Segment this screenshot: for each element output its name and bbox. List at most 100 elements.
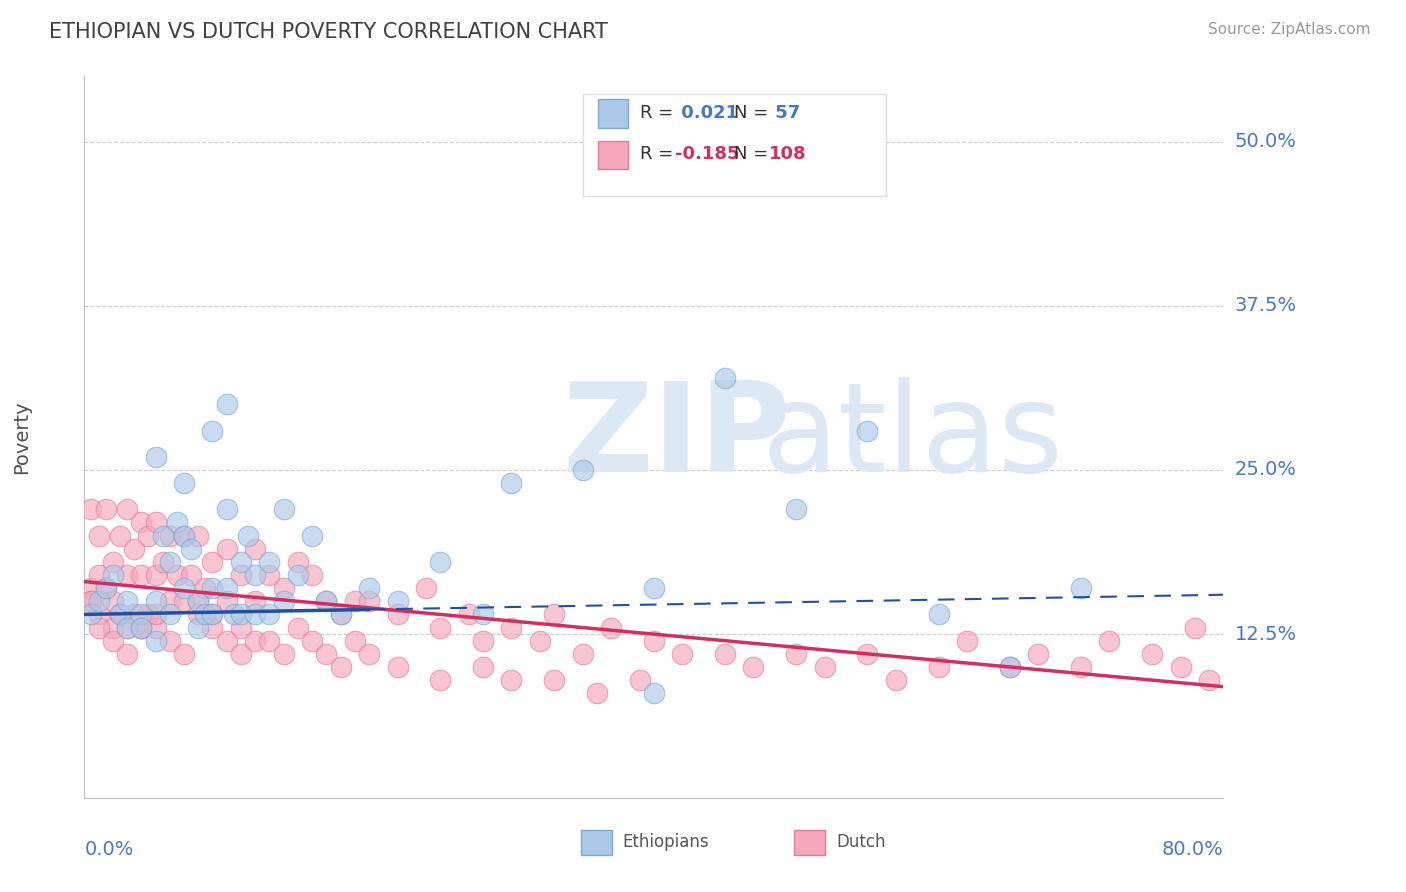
Point [215, 581, 238, 595]
Text: 108: 108 [769, 145, 807, 163]
Point [359, 581, 381, 595]
Text: 37.5%: 37.5% [1234, 296, 1296, 315]
Point [201, 607, 224, 622]
Point [259, 555, 281, 569]
Point [387, 607, 409, 622]
Point [245, 607, 267, 622]
Point [1026, 647, 1049, 661]
Text: R =: R = [640, 145, 673, 163]
Point [215, 502, 238, 516]
Text: Dutch: Dutch [837, 833, 886, 851]
Text: 25.0%: 25.0% [1234, 460, 1296, 479]
Point [273, 594, 295, 608]
Point [785, 647, 807, 661]
Point [928, 607, 950, 622]
Point [543, 607, 565, 622]
Point [187, 594, 209, 608]
Text: ETHIOPIAN VS DUTCH POVERTY CORRELATION CHART: ETHIOPIAN VS DUTCH POVERTY CORRELATION C… [49, 22, 607, 42]
Point [187, 607, 209, 622]
Point [115, 647, 138, 661]
Point [742, 660, 765, 674]
Point [1070, 660, 1092, 674]
Point [187, 528, 209, 542]
Point [1098, 633, 1121, 648]
Point [415, 581, 437, 595]
Point [301, 633, 323, 648]
Point [108, 528, 131, 542]
Point [131, 621, 153, 635]
Point [115, 594, 138, 608]
Point [259, 607, 281, 622]
Point [94, 502, 117, 516]
Point [80, 581, 103, 595]
Point [301, 528, 323, 542]
Point [273, 581, 295, 595]
Point [173, 476, 195, 491]
Point [259, 633, 281, 648]
Point [166, 568, 188, 582]
Point [145, 607, 167, 622]
Point [643, 686, 665, 700]
Point [87, 528, 110, 542]
Point [472, 633, 495, 648]
Point [80, 594, 103, 608]
Point [1170, 660, 1192, 674]
Point [315, 594, 337, 608]
Point [145, 516, 167, 530]
Point [998, 660, 1021, 674]
Point [215, 541, 238, 556]
Text: Ethiopians: Ethiopians [623, 833, 710, 851]
Point [94, 581, 117, 595]
Point [1140, 647, 1163, 661]
Point [343, 594, 366, 608]
Point [501, 621, 523, 635]
Point [173, 528, 195, 542]
Point [236, 528, 259, 542]
Point [152, 555, 174, 569]
Point [586, 686, 609, 700]
Point [956, 633, 979, 648]
Point [138, 528, 160, 542]
Point [429, 555, 451, 569]
Point [87, 594, 110, 608]
Text: ZIP: ZIP [562, 376, 792, 498]
Point [1198, 673, 1220, 687]
Point [229, 555, 252, 569]
Point [138, 607, 160, 622]
Point [501, 476, 523, 491]
Point [166, 516, 188, 530]
Point [343, 633, 366, 648]
Point [329, 607, 352, 622]
Point [145, 633, 167, 648]
Point [229, 568, 252, 582]
Point [245, 594, 267, 608]
Point [115, 568, 138, 582]
Point [315, 647, 337, 661]
Point [122, 541, 145, 556]
Point [131, 621, 153, 635]
Point [928, 660, 950, 674]
Point [643, 633, 665, 648]
Point [87, 568, 110, 582]
Point [180, 568, 202, 582]
Point [173, 647, 195, 661]
Point [101, 633, 124, 648]
Point [215, 594, 238, 608]
Point [1184, 621, 1206, 635]
Point [429, 673, 451, 687]
Point [115, 502, 138, 516]
Point [222, 607, 245, 622]
Point [215, 397, 238, 411]
Point [543, 673, 565, 687]
Point [201, 555, 224, 569]
Point [329, 607, 352, 622]
Point [115, 621, 138, 635]
Point [159, 594, 181, 608]
Point [229, 607, 252, 622]
Point [359, 594, 381, 608]
Text: 0.0%: 0.0% [84, 840, 134, 859]
Point [273, 647, 295, 661]
Point [628, 673, 651, 687]
Text: Poverty: Poverty [13, 401, 31, 474]
Point [856, 647, 879, 661]
